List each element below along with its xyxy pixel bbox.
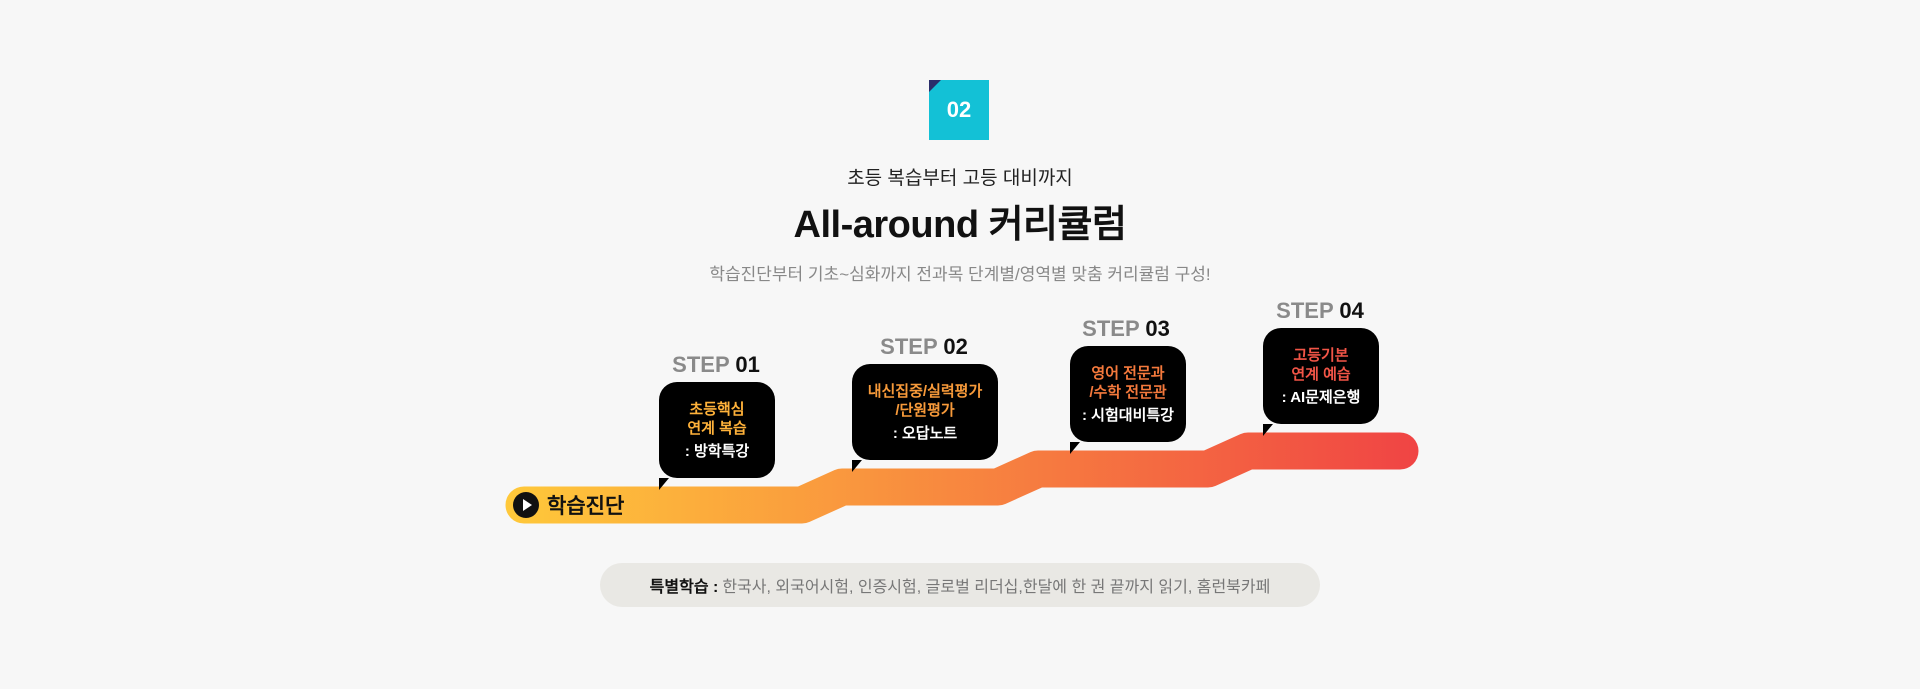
step-number: 03: [1145, 316, 1170, 341]
special-learning-label: 특별학습 :: [649, 579, 719, 596]
step-03-bubble: 영어 전문과 /수학 전문관 : 시험대비특강: [1070, 346, 1186, 454]
step-word: STEP: [1082, 316, 1140, 341]
badge-corner: [929, 80, 941, 92]
step-number: 02: [943, 334, 968, 359]
step-04-highlight-line-2: 연계 예습: [1291, 365, 1351, 383]
step-04-heading: STEP 04: [1250, 298, 1390, 324]
step-01-heading: STEP 01: [646, 352, 786, 378]
start-label: 학습진단: [547, 495, 625, 518]
step-02-heading: STEP 02: [854, 334, 994, 360]
step-04-sub: : AI문제은행: [1281, 388, 1361, 406]
step-03-highlight-line-2: /수학 전문관: [1089, 383, 1167, 401]
step-02-highlight-line-2: /단원평가: [895, 401, 955, 419]
section-number: 02: [946, 97, 972, 122]
step-word: STEP: [880, 334, 938, 359]
step-01-highlight-line-1: 초등핵심: [689, 400, 745, 418]
start-diagnosis[interactable]: 학습진단: [513, 490, 624, 520]
special-learning-items: 한국사, 외국어시험, 인증시험, 글로벌 리더십,한달에 한 권 끝까지 읽기…: [722, 579, 1271, 596]
step-01-sub: : 방학특강: [684, 442, 750, 460]
step-02-sub: : 오답노트: [892, 424, 958, 442]
step-03-heading: STEP 03: [1056, 316, 1196, 342]
step-03-sub: : 시험대비특강: [1082, 406, 1174, 424]
section-number-badge: 02: [929, 80, 989, 140]
road-path: [505, 432, 1419, 524]
step-number: 01: [735, 352, 760, 377]
play-icon: [513, 492, 539, 518]
step-01-highlight-line-2: 연계 복습: [687, 419, 747, 437]
step-04-bubble: 고등기본 연계 예습 : AI문제은행: [1263, 328, 1379, 436]
step-03-highlight-line-1: 영어 전문과: [1091, 364, 1165, 382]
step-word: STEP: [1276, 298, 1334, 323]
special-learning-bar: 특별학습 : 한국사, 외국어시험, 인증시험, 글로벌 리더십,한달에 한 권…: [600, 563, 1320, 607]
step-02-bubble: 내신집중/실력평가 /단원평가 : 오답노트: [852, 364, 998, 472]
step-02-highlight-line-1: 내신집중/실력평가: [867, 382, 983, 400]
step-04-highlight-line-1: 고등기본: [1293, 346, 1349, 364]
section-title: All-around 커리큘럼: [793, 204, 1127, 246]
section-description: 학습진단부터 기초~심화까지 전과목 단계별/영역별 맞춤 커리큘럼 구성!: [709, 265, 1211, 284]
step-01-bubble: 초등핵심 연계 복습 : 방학특강: [659, 382, 775, 490]
step-number: 04: [1339, 298, 1364, 323]
section-subtitle: 초등 복습부터 고등 대비까지: [847, 168, 1073, 189]
step-word: STEP: [672, 352, 730, 377]
